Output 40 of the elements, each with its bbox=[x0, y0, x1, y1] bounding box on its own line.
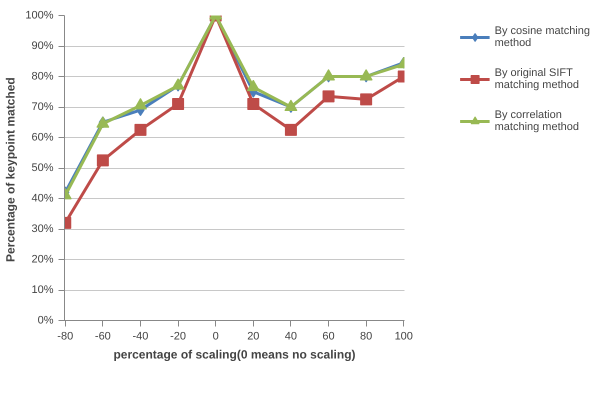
legend-label: By original SIFT matching method bbox=[494, 67, 579, 91]
y-tick-label: 60% bbox=[31, 132, 54, 144]
legend-label: By cosine matching method bbox=[494, 25, 590, 49]
x-tick-label: 0 bbox=[212, 330, 219, 342]
y-tick-label: 0% bbox=[38, 314, 54, 326]
y-tick-label: 50% bbox=[31, 162, 54, 174]
point bbox=[134, 124, 146, 136]
point bbox=[360, 69, 373, 80]
point bbox=[284, 100, 298, 111]
point bbox=[172, 78, 185, 90]
y-axis-title: Percentage of keypoint matched bbox=[3, 77, 18, 262]
x-tick-label: -40 bbox=[132, 330, 148, 342]
y-tick-label: 30% bbox=[31, 223, 54, 235]
point bbox=[247, 98, 260, 110]
y-tick-label: 10% bbox=[31, 284, 54, 296]
x-tick-label: -80 bbox=[57, 330, 74, 342]
x-tick-label: 20 bbox=[247, 330, 260, 342]
y-tick-label: 20% bbox=[31, 254, 54, 266]
x-axis-title: percentage of scaling(0 means no scaling) bbox=[113, 348, 356, 362]
y-tick-label: 90% bbox=[31, 40, 54, 52]
point bbox=[322, 90, 335, 102]
x-tick-label: -20 bbox=[170, 330, 186, 342]
x-tick-label: 40 bbox=[284, 330, 298, 342]
point bbox=[134, 98, 147, 110]
y-tick-label: 40% bbox=[31, 192, 54, 204]
y-tick-label: 80% bbox=[31, 70, 54, 82]
x-tick-label: 80 bbox=[360, 330, 372, 342]
x-tick-label: 100 bbox=[394, 330, 413, 342]
legend-label: By correlation matching method bbox=[494, 109, 579, 133]
y-tick-label: 70% bbox=[31, 101, 54, 113]
point bbox=[96, 154, 109, 166]
point bbox=[360, 93, 372, 106]
x-tick-label: 60 bbox=[322, 330, 335, 342]
y-tick-label: 100% bbox=[25, 10, 54, 22]
x-tick-label: -60 bbox=[94, 330, 111, 342]
point bbox=[246, 80, 260, 92]
point bbox=[284, 124, 297, 136]
point bbox=[96, 116, 110, 128]
point bbox=[322, 69, 336, 80]
point bbox=[172, 98, 184, 110]
